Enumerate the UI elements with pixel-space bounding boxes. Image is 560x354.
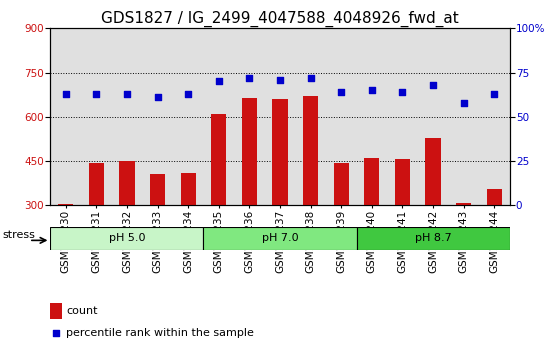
Bar bbox=[119, 161, 134, 205]
Bar bbox=[426, 138, 441, 205]
Point bbox=[367, 87, 376, 93]
Text: pH 8.7: pH 8.7 bbox=[415, 233, 451, 243]
Text: percentile rank within the sample: percentile rank within the sample bbox=[67, 328, 254, 338]
Point bbox=[153, 95, 162, 100]
Bar bbox=[242, 98, 257, 205]
Point bbox=[245, 75, 254, 81]
Point bbox=[337, 89, 346, 95]
Bar bbox=[211, 114, 226, 205]
Bar bbox=[364, 158, 380, 205]
Point bbox=[184, 91, 193, 97]
Bar bbox=[456, 203, 472, 205]
Text: stress: stress bbox=[3, 230, 36, 240]
Bar bbox=[150, 175, 165, 205]
Text: pH 7.0: pH 7.0 bbox=[262, 233, 298, 243]
Point bbox=[52, 330, 61, 336]
Point bbox=[306, 75, 315, 81]
Text: pH 5.0: pH 5.0 bbox=[109, 233, 145, 243]
Bar bbox=[334, 162, 349, 205]
Bar bbox=[58, 204, 73, 205]
Bar bbox=[203, 227, 357, 250]
Bar bbox=[50, 227, 203, 250]
Text: count: count bbox=[67, 306, 98, 316]
Bar bbox=[88, 164, 104, 205]
Bar bbox=[357, 227, 510, 250]
Point bbox=[92, 91, 101, 97]
Point bbox=[398, 89, 407, 95]
Point bbox=[214, 79, 223, 84]
Point bbox=[428, 82, 437, 88]
Bar bbox=[303, 96, 318, 205]
Point bbox=[459, 100, 468, 105]
Point bbox=[61, 91, 70, 97]
Title: GDS1827 / IG_2499_4047588_4048926_fwd_at: GDS1827 / IG_2499_4047588_4048926_fwd_at bbox=[101, 11, 459, 27]
Bar bbox=[487, 189, 502, 205]
Point bbox=[490, 91, 499, 97]
Bar bbox=[180, 173, 196, 205]
Point bbox=[276, 77, 284, 82]
Bar bbox=[395, 159, 410, 205]
Bar bbox=[272, 99, 288, 205]
Bar bbox=[50, 303, 62, 319]
Point bbox=[123, 91, 132, 97]
